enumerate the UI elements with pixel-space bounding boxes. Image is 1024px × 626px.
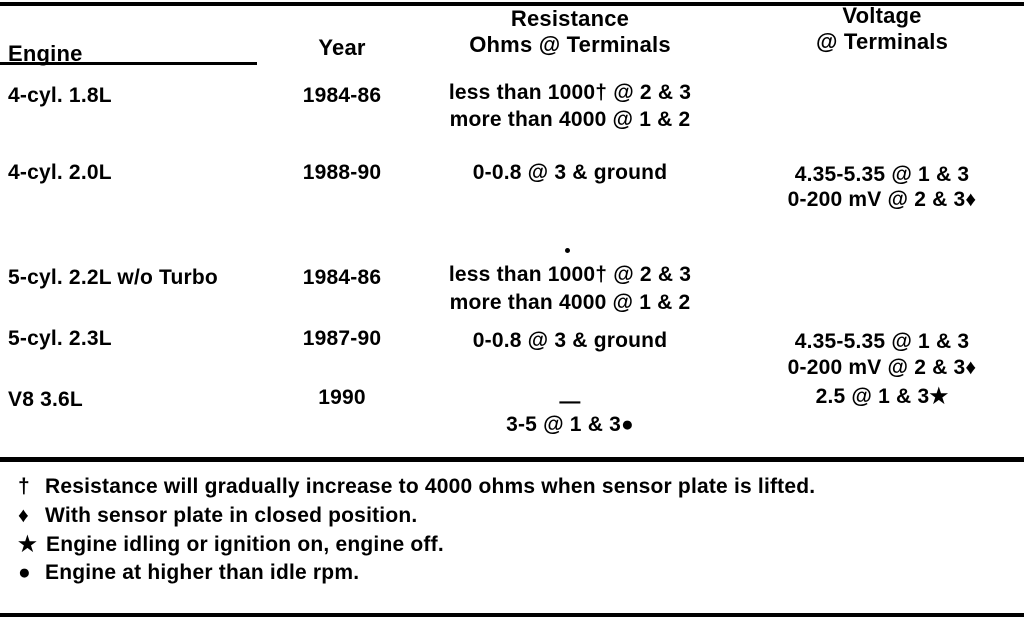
resistance-line: less than 1000† @ 2 & 3 [448,263,692,286]
year-cell: 1984-86 [302,266,382,289]
footnote: ★ Engine idling or ignition on, engine o… [18,533,444,556]
top-divider [0,2,1024,6]
col-header-year: Year [318,35,366,60]
bottom-divider [0,613,1024,617]
engine-cell: 4-cyl. 2.0L [8,161,112,184]
resistance-line: — [559,390,581,413]
stray-mark [565,248,570,253]
resistance-line: more than 4000 @ 1 & 2 [449,291,691,314]
footnote-text: Engine idling or ignition on, engine off… [46,533,444,556]
footnote-text: Resistance will gradually increase to 40… [45,475,816,498]
footnote: ♦ With sensor plate in closed position. [18,504,417,527]
footnote: † Resistance will gradually increase to … [18,475,815,498]
voltage-line: 0-200 mV @ 2 & 3♦ [787,356,977,379]
resistance-line: 0-0.8 @ 3 & ground [472,161,668,184]
year-cell: 1987-90 [302,327,382,350]
voltage-line: 4.35-5.35 @ 1 & 3 [794,163,970,186]
col-header-voltage-line2: @ Terminals [815,29,949,54]
resistance-line: 0-0.8 @ 3 & ground [472,329,668,352]
col-header-resistance-line2: Ohms @ Terminals [469,32,671,57]
engine-cell: V8 3.6L [8,388,83,411]
engine-cell: 5-cyl. 2.3L [8,327,112,350]
diamond-icon: ♦ [18,504,29,527]
engine-header-underline [0,62,257,65]
col-header-voltage-line1: Voltage [842,3,922,28]
col-header-engine: Engine [8,41,83,66]
engine-cell: 5-cyl. 2.2L w/o Turbo [8,266,218,289]
col-header-resistance-line1: Resistance [510,6,630,31]
star-icon: ★ [18,533,38,556]
footnote-text: Engine at higher than idle rpm. [45,561,360,584]
footnote-text: With sensor plate in closed position. [45,504,418,527]
voltage-line: 0-200 mV @ 2 & 3♦ [787,188,977,211]
voltage-line: 2.5 @ 1 & 3★ [815,385,949,408]
dagger-icon: † [18,475,30,498]
resistance-line: more than 4000 @ 1 & 2 [449,108,691,131]
resistance-line: less than 1000† @ 2 & 3 [448,81,692,104]
year-cell: 1988-90 [302,161,382,184]
year-cell: 1990 [318,386,366,409]
footnote-divider [0,457,1024,462]
engine-cell: 4-cyl. 1.8L [8,84,112,107]
circle-icon: ● [18,561,31,584]
footnote: ● Engine at higher than idle rpm. [18,561,359,584]
resistance-line: 3-5 @ 1 & 3● [506,413,634,436]
year-cell: 1984-86 [302,84,382,107]
voltage-line: 4.35-5.35 @ 1 & 3 [794,330,970,353]
